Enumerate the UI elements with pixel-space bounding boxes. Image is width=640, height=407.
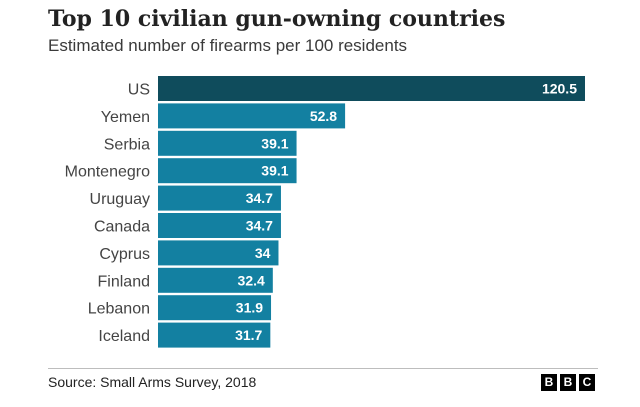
- bar-lebanon: [158, 295, 272, 321]
- bar-serbia: [158, 130, 297, 156]
- bar-yemen: [158, 103, 346, 129]
- chart-subtitle: Estimated number of firearms per 100 res…: [48, 36, 408, 55]
- category-label-iceland: Iceland: [98, 328, 150, 345]
- category-label-canada: Canada: [94, 219, 150, 236]
- bar-iceland: [158, 322, 271, 348]
- footer-divider: [48, 368, 598, 369]
- category-label-lebanon: Lebanon: [88, 301, 150, 318]
- bar-montenegro: [158, 158, 297, 184]
- value-label-cyprus: 34: [255, 245, 271, 261]
- bar-uruguay: [158, 185, 281, 211]
- bar-us: [158, 76, 585, 101]
- value-label-montenegro: 39.1: [261, 163, 288, 179]
- category-label-cyprus: Cyprus: [99, 246, 150, 263]
- category-label-uruguay: Uruguay: [90, 191, 150, 208]
- chart-title: Top 10 civilian gun-owning countries: [48, 6, 506, 32]
- bar-chart: US 120.5 Yemen 52.8 Serbia 39.1 Montenegro 39.1…: [65, 76, 585, 348]
- value-label-uruguay: 34.7: [246, 190, 273, 206]
- bar-cyprus: [158, 240, 279, 266]
- value-label-iceland: 31.7: [235, 327, 262, 343]
- category-label-yemen: Yemen: [101, 109, 150, 126]
- bbc-logo-letter: B: [541, 374, 557, 391]
- category-label-us: US: [128, 82, 150, 99]
- value-label-serbia: 39.1: [261, 135, 288, 151]
- value-label-lebanon: 31.9: [236, 300, 263, 316]
- value-label-canada: 34.7: [246, 218, 273, 234]
- bar-canada: [158, 213, 281, 238]
- category-label-montenegro: Montenegro: [65, 164, 150, 181]
- value-label-yemen: 52.8: [310, 108, 337, 124]
- category-label-serbia: Serbia: [104, 136, 150, 153]
- bbc-logo-letter: B: [560, 374, 576, 391]
- category-label-finland: Finland: [98, 273, 150, 290]
- bbc-logo-letter: C: [579, 374, 595, 391]
- bar-finland: [158, 267, 273, 293]
- bbc-logo: B B C: [541, 374, 595, 391]
- source-note: Source: Small Arms Survey, 2018: [48, 374, 257, 390]
- value-label-finland: 32.4: [238, 272, 265, 288]
- value-label-us: 120.5: [542, 81, 577, 97]
